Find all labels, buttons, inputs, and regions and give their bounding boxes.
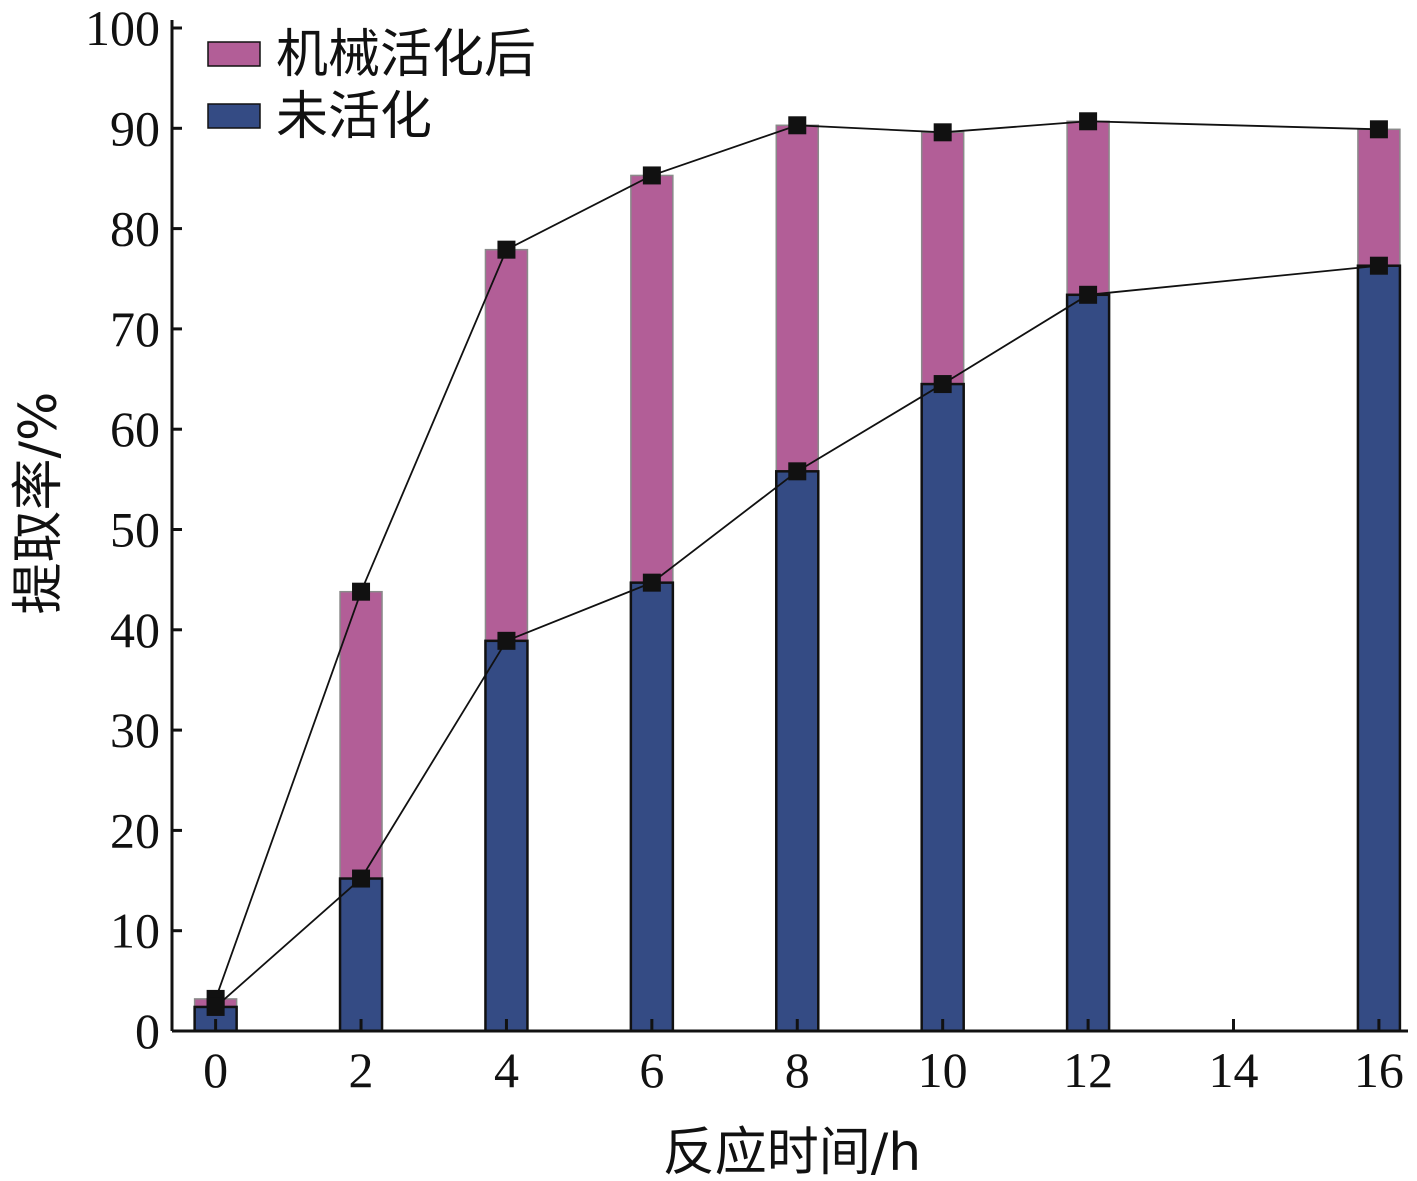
marker-activated — [352, 582, 371, 601]
marker-activated — [788, 116, 807, 135]
x-tick-label: 2 — [349, 1042, 374, 1098]
legend-label: 机械活化后 — [276, 25, 536, 85]
bar-unactivated — [1065, 293, 1111, 1033]
y-tick-label: 40 — [110, 602, 160, 658]
x-tick-label: 0 — [203, 1042, 228, 1098]
x-tick-label: 6 — [639, 1042, 664, 1098]
marker-unactivated — [788, 462, 807, 481]
legend-label: 未活化 — [276, 87, 432, 147]
marker-unactivated — [206, 997, 225, 1016]
marker-unactivated — [642, 573, 661, 592]
marker-unactivated — [497, 631, 516, 650]
bars — [193, 120, 1402, 1033]
markers — [206, 112, 1388, 1016]
y-tick-label: 50 — [110, 502, 160, 558]
x-axis: 0 2 4 6 8 10 12 14 16 — [203, 1019, 1404, 1098]
legend-swatch — [207, 103, 261, 129]
marker-activated — [1079, 112, 1098, 131]
bar-unactivated — [1356, 264, 1402, 1033]
line-unactivated — [215, 264, 1380, 1008]
marker-unactivated — [1369, 256, 1388, 275]
plot-frame — [170, 20, 1408, 1033]
x-tick-label: 14 — [1209, 1042, 1259, 1098]
x-tick-label: 8 — [785, 1042, 810, 1098]
marker-activated — [642, 166, 661, 185]
bar-unactivated — [338, 877, 384, 1033]
marker-unactivated — [352, 869, 371, 888]
y-tick-label: 30 — [110, 702, 160, 758]
bar-unactivated — [920, 382, 965, 1033]
y-tick-label: 100 — [85, 0, 160, 56]
x-tick-label: 10 — [918, 1042, 968, 1098]
legend-swatch — [207, 41, 261, 67]
marker-activated — [933, 123, 952, 142]
marker-activated — [497, 240, 516, 259]
y-tick-label: 60 — [110, 401, 160, 457]
y-axis-title: 提取率/% — [9, 392, 69, 615]
x-tick-label: 16 — [1354, 1042, 1404, 1098]
y-tick-label: 90 — [110, 100, 160, 156]
x-axis-title: 反应时间/h — [663, 1123, 921, 1181]
y-tick-label: 20 — [110, 802, 160, 858]
y-axis: 0 10 20 30 40 50 60 70 80 90 100 — [85, 0, 182, 1059]
x-tick-label: 12 — [1063, 1042, 1113, 1098]
bar-unactivated — [775, 470, 820, 1033]
x-tick-label: 4 — [494, 1042, 519, 1098]
marker-activated — [1369, 120, 1388, 139]
series-lines — [214, 120, 1380, 1008]
marker-unactivated — [933, 375, 952, 394]
bar-unactivated — [484, 639, 529, 1033]
bar-unactivated — [629, 581, 675, 1033]
y-tick-label: 0 — [135, 1003, 160, 1059]
y-tick-label: 70 — [110, 301, 160, 357]
y-tick-label: 80 — [110, 201, 160, 257]
y-tick-label: 10 — [110, 903, 160, 959]
marker-unactivated — [1079, 285, 1098, 304]
line-activated — [214, 120, 1379, 1000]
